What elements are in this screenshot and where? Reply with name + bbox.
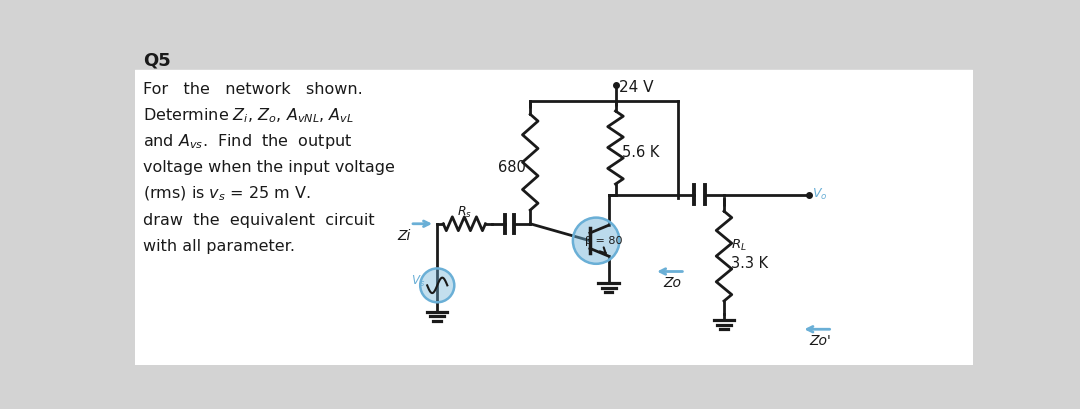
Text: and $A_{vs}$.  Find  the  output: and $A_{vs}$. Find the output bbox=[143, 132, 352, 151]
Text: with all parameter.: with all parameter. bbox=[143, 238, 295, 253]
Text: Zo': Zo' bbox=[809, 333, 832, 347]
Text: Zo: Zo bbox=[663, 276, 681, 290]
Text: 3.3 K: 3.3 K bbox=[731, 255, 768, 270]
Text: Zi: Zi bbox=[397, 229, 410, 243]
Text: $R_L$: $R_L$ bbox=[731, 237, 746, 252]
Text: (rms) is $v_s$ = 25 m V.: (rms) is $v_s$ = 25 m V. bbox=[143, 184, 310, 203]
Circle shape bbox=[572, 218, 619, 264]
Text: Determine $Z_i$, $Z_o$, $A_{vNL}$, $A_{vL}$: Determine $Z_i$, $Z_o$, $A_{vNL}$, $A_{v… bbox=[143, 106, 354, 124]
Text: For   the   network   shown.: For the network shown. bbox=[143, 81, 363, 97]
Text: $V_o$: $V_o$ bbox=[812, 187, 828, 202]
Text: draw  the  equivalent  circuit: draw the equivalent circuit bbox=[143, 212, 375, 227]
Text: Q5: Q5 bbox=[143, 52, 171, 70]
Text: $V_s$: $V_s$ bbox=[410, 274, 426, 289]
Text: $R_s$: $R_s$ bbox=[457, 204, 472, 220]
Text: voltage when the input voltage: voltage when the input voltage bbox=[143, 160, 394, 175]
Text: 5.6 K: 5.6 K bbox=[622, 144, 660, 160]
Text: 24 V: 24 V bbox=[619, 80, 653, 95]
Text: 680: 680 bbox=[498, 159, 526, 174]
Circle shape bbox=[420, 269, 455, 303]
Text: β = 80: β = 80 bbox=[585, 236, 623, 245]
